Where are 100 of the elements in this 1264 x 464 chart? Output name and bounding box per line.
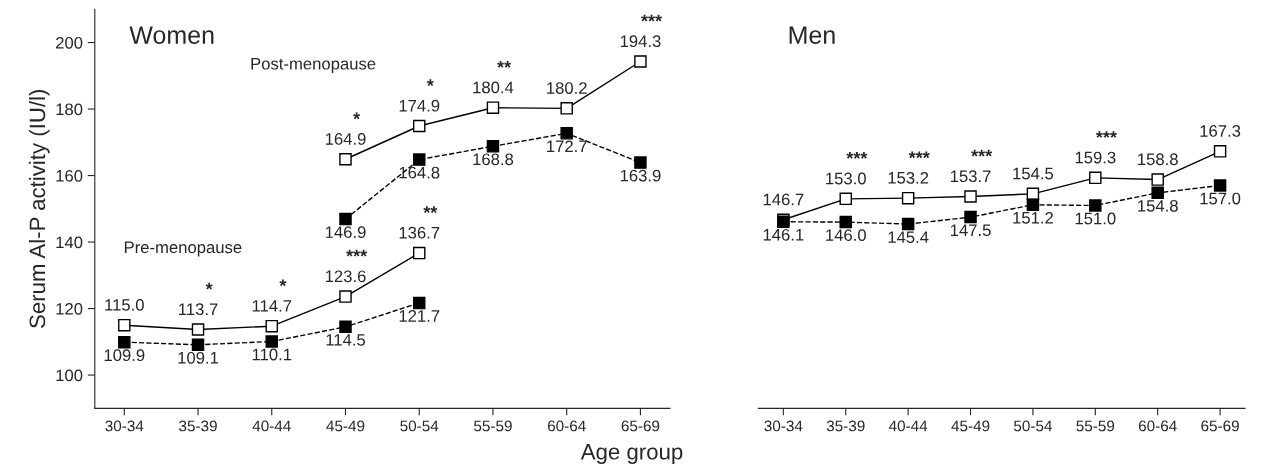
x-axis-title: Age group [580, 444, 683, 464]
annotation: * [279, 279, 287, 287]
data-label: 180.4 [473, 81, 514, 94]
x-tick-label: 35-39 [826, 420, 865, 432]
x-tick-label: 30-34 [105, 420, 144, 432]
data-label: 114.7 [252, 300, 292, 312]
point [964, 210, 977, 224]
x-tick-label: 40-44 [252, 420, 291, 432]
point [339, 290, 352, 303]
point [1213, 145, 1227, 158]
data-label: 164.8 [399, 166, 440, 179]
data-label: 167.3 [1200, 125, 1241, 137]
point [265, 335, 279, 348]
x-tick-label: 50-54 [1013, 420, 1053, 432]
annotation: Pre-menopause [124, 241, 242, 257]
data-label: 174.9 [399, 99, 440, 112]
data-label: 153.0 [826, 172, 866, 185]
point [964, 190, 977, 203]
x-tick-label: 65-69 [1201, 420, 1239, 432]
point [1213, 179, 1227, 192]
data-label: 154.8 [1138, 199, 1178, 212]
y-tick-label: 180 [56, 103, 83, 116]
data-label: 109.1 [178, 351, 219, 364]
data-label: 109.9 [104, 349, 145, 362]
annotation: * [426, 79, 434, 86]
x-tick-label: 55-59 [1076, 420, 1115, 432]
data-label: 147.5 [950, 224, 991, 237]
data-label: 151.2 [1013, 211, 1053, 224]
data-label: 123.6 [325, 270, 366, 283]
annotation: * [205, 282, 213, 290]
data-label: 159.3 [1075, 151, 1116, 164]
x-tick-label: 45-49 [326, 420, 365, 432]
data-label: 114.5 [326, 334, 366, 346]
data-label: 110.1 [252, 348, 292, 361]
point [118, 335, 131, 349]
y-axis-title: Serum Al-P activity (IU/l) [28, 89, 50, 328]
y-tick-label: 200 [56, 36, 83, 49]
annotation: Post-menopause [251, 57, 376, 73]
point [339, 320, 352, 334]
data-label: 151.0 [1075, 212, 1116, 225]
x-tick-label: 60-64 [547, 420, 586, 432]
point [1089, 171, 1102, 185]
x-tick-label: 60-64 [1138, 420, 1177, 432]
data-label: 145.4 [888, 231, 929, 244]
point [265, 319, 279, 333]
data-label: 154.5 [1013, 167, 1054, 180]
point [1151, 173, 1164, 186]
point [634, 55, 647, 68]
point [634, 156, 647, 169]
x-tick-label: 50-54 [400, 420, 439, 432]
y-tick-label: 140 [56, 236, 83, 249]
x-tick-label: 40-44 [888, 420, 928, 432]
point [486, 101, 500, 114]
point [901, 217, 915, 231]
x-tick-label: 35-39 [179, 420, 217, 432]
annotation: *** [346, 249, 368, 257]
data-label: 146.1 [763, 228, 804, 241]
text: Men [789, 26, 835, 44]
point [339, 212, 352, 226]
annotation: *** [971, 149, 993, 157]
point [560, 127, 573, 140]
annotation: *** [846, 152, 868, 159]
data-label: 163.9 [620, 169, 661, 182]
x-tick-label: 55-59 [474, 420, 512, 432]
annotation: *** [1095, 131, 1117, 138]
annotation: *** [641, 14, 663, 22]
x-tick-label: 65-69 [621, 420, 660, 432]
x-tick-label: 45-49 [951, 420, 990, 432]
annotation: ** [423, 206, 438, 214]
data-label: 121.7 [399, 310, 440, 322]
data-label: 146.0 [826, 229, 866, 242]
point [486, 140, 500, 153]
point [412, 119, 426, 133]
point [339, 153, 352, 166]
x-tick-label: 30-34 [764, 420, 803, 432]
data-label: 194.3 [620, 35, 661, 48]
data-label: 146.7 [763, 193, 804, 206]
data-label: 115.0 [105, 298, 144, 311]
data-label: 136.7 [399, 226, 440, 239]
y-tick-label: 120 [56, 302, 83, 315]
annotation: ** [497, 60, 512, 68]
data-label: 164.9 [325, 133, 366, 145]
annotation: Women [129, 26, 214, 44]
point [191, 338, 205, 352]
data-label: 153.7 [950, 170, 991, 183]
data-label: 157.0 [1200, 192, 1241, 205]
point [839, 192, 852, 206]
point [118, 318, 131, 332]
data-label: 180.2 [547, 82, 587, 94]
data-label: 113.7 [179, 303, 218, 316]
point [1026, 198, 1040, 212]
annotation: *** [908, 151, 930, 159]
data-label: 172.7 [547, 140, 587, 153]
annotation: * [353, 112, 361, 120]
point [412, 246, 426, 260]
point [1151, 186, 1164, 200]
point [191, 323, 205, 336]
point [901, 191, 915, 205]
point [560, 102, 573, 115]
point [1089, 199, 1102, 212]
